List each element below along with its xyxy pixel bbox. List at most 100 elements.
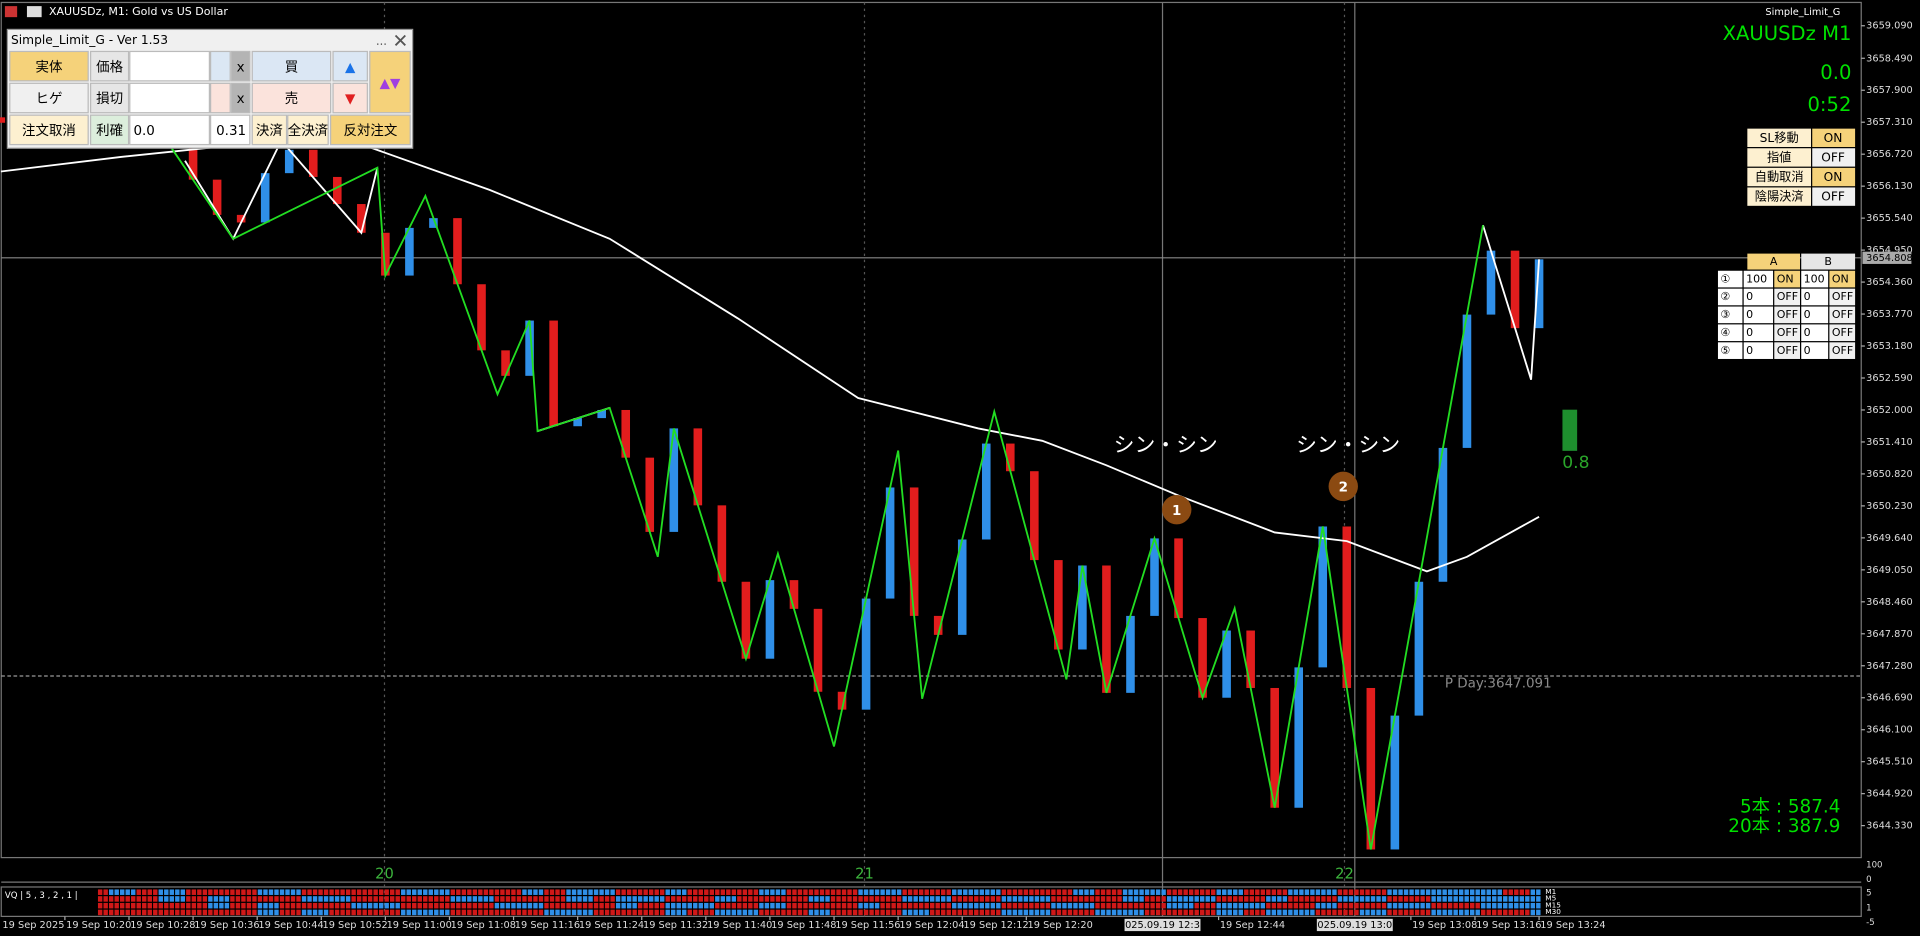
vq-cell <box>108 909 114 916</box>
panel-button[interactable] <box>9 50 89 82</box>
vq-cell <box>351 909 356 916</box>
toggle-button[interactable] <box>1812 128 1856 148</box>
vq-cell <box>97 889 103 895</box>
vq-cell <box>1453 909 1458 916</box>
orders-cell[interactable] <box>1829 306 1856 324</box>
symbol: XAUUSDz M1 <box>1723 22 1852 45</box>
y-tick-label: 3657.310 <box>1866 117 1913 128</box>
panel-button[interactable] <box>90 82 130 114</box>
vq-cell <box>874 909 880 916</box>
vq-cell <box>97 896 103 902</box>
vq-cell <box>1464 889 1469 895</box>
stat: 20本 : 387.9 <box>1728 816 1840 837</box>
vq-cell <box>1007 896 1012 902</box>
panel-button[interactable] <box>330 114 411 146</box>
input-field[interactable] <box>129 82 210 114</box>
vq-cell <box>665 902 670 909</box>
vq-cell <box>742 902 748 909</box>
orders-cell[interactable] <box>1774 324 1800 342</box>
candle-body <box>933 615 943 635</box>
vq-cell <box>1398 896 1403 902</box>
panel-button[interactable] <box>230 82 251 114</box>
vq-cell <box>461 909 467 916</box>
vq-cell <box>1321 909 1326 916</box>
vq-cell <box>952 902 957 909</box>
panel-button[interactable] <box>332 50 368 82</box>
orders-cell[interactable] <box>1774 306 1800 324</box>
input-field[interactable] <box>129 50 210 82</box>
y-tick-label: 3650.820 <box>1866 469 1913 480</box>
vq-cell <box>1166 889 1172 895</box>
candle-body <box>957 539 967 635</box>
vq-cell <box>996 909 1001 916</box>
vq-cell <box>582 909 588 916</box>
vq-cell <box>1200 902 1205 909</box>
vq-cell <box>957 902 962 909</box>
vq-cell <box>1012 902 1018 909</box>
vq-cell <box>1310 902 1315 909</box>
panel-button[interactable] <box>251 82 332 114</box>
vq-cell <box>1414 889 1420 895</box>
orders-cell <box>1801 270 1829 288</box>
orders-cell[interactable] <box>1774 342 1800 359</box>
panel-button-label: 実体 <box>36 59 63 75</box>
vq-cell <box>935 889 940 895</box>
toggle-button[interactable] <box>1812 187 1856 206</box>
vq-cell <box>329 896 334 902</box>
toggle-button[interactable] <box>1812 148 1856 167</box>
panel-button[interactable] <box>332 82 368 114</box>
panel-button[interactable] <box>9 82 89 114</box>
orders-cell[interactable] <box>1774 288 1800 306</box>
vq-cell <box>142 902 147 909</box>
vq-cell <box>164 902 169 909</box>
orders-cell <box>1743 288 1774 306</box>
toggle-button[interactable] <box>1812 167 1856 187</box>
close-icon[interactable] <box>394 34 406 46</box>
vq-cell <box>1453 896 1458 902</box>
vq-cell <box>301 902 307 909</box>
vq-cell <box>1172 909 1177 916</box>
vq-cell <box>356 896 362 902</box>
vq-cell <box>208 902 213 909</box>
vq-cell <box>555 909 560 916</box>
orders-cell[interactable] <box>1774 270 1800 288</box>
vq-cell <box>918 896 924 902</box>
annotation-badge <box>1328 471 1358 502</box>
vq-cell <box>1238 909 1243 916</box>
orders-cell[interactable] <box>1829 270 1856 288</box>
vq-cell <box>907 909 913 916</box>
orders-cell[interactable] <box>1829 324 1856 342</box>
vq-cell <box>450 889 456 895</box>
panel-button[interactable] <box>90 50 130 82</box>
vq-cell <box>1481 889 1486 895</box>
vq-cell <box>274 902 279 909</box>
vq-cell <box>1255 909 1260 916</box>
input-field[interactable] <box>210 82 231 114</box>
panel-button[interactable] <box>129 114 210 146</box>
panel-button[interactable] <box>251 50 332 82</box>
vq-cell <box>1420 889 1425 895</box>
vq-cell <box>847 889 852 895</box>
vq-cell <box>147 902 152 909</box>
panel-button[interactable] <box>9 114 89 146</box>
vq-cell <box>1084 902 1089 909</box>
vq-cell <box>1133 909 1139 916</box>
vq-cell <box>1084 909 1089 916</box>
vq-cell <box>1354 889 1359 895</box>
panel-button[interactable] <box>369 50 411 114</box>
input-field[interactable] <box>210 50 231 82</box>
panel-button[interactable] <box>90 114 130 146</box>
vq-cell <box>279 889 285 895</box>
candle-body <box>597 409 606 419</box>
vq-cell <box>252 896 257 902</box>
vq-cell <box>1514 889 1519 895</box>
vq-cell <box>1436 909 1442 916</box>
panel-button[interactable] <box>287 114 329 146</box>
vq-cell <box>1403 889 1409 895</box>
panel-button[interactable] <box>210 114 251 146</box>
panel-button[interactable] <box>251 114 288 146</box>
panel-button[interactable] <box>230 50 251 82</box>
orders-cell[interactable] <box>1829 288 1856 306</box>
orders-cell[interactable] <box>1829 342 1856 359</box>
orders-text: OFF <box>1832 308 1853 321</box>
